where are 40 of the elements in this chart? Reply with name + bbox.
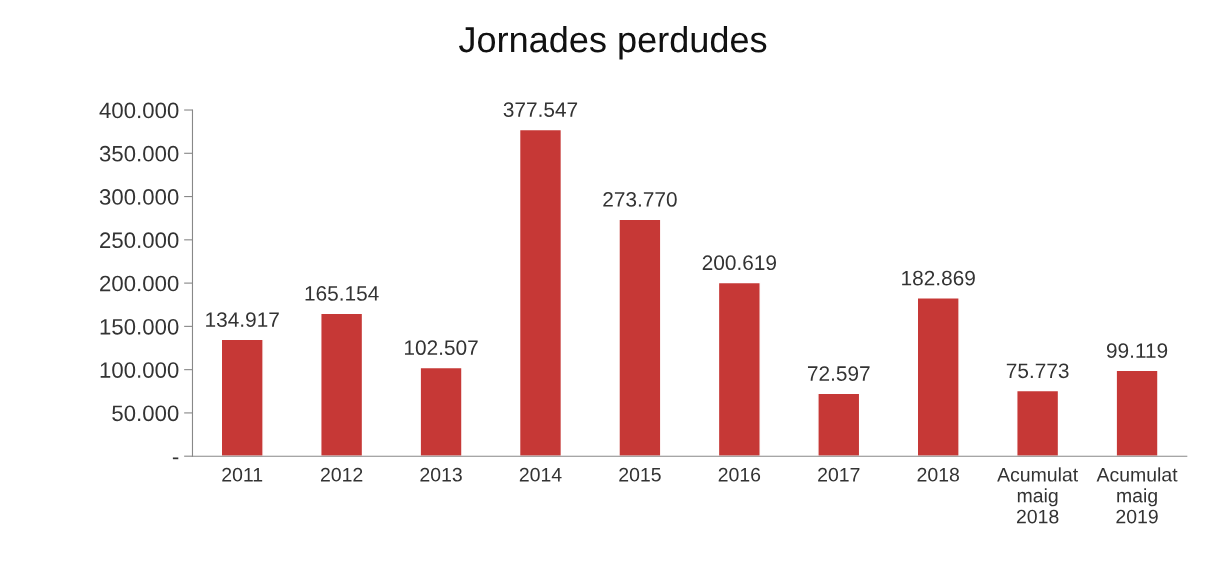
y-tick-label: 150.000 xyxy=(100,318,179,335)
x-tick-label: 2016 xyxy=(718,467,761,482)
x-tick-label: Acumulat maig 2019 xyxy=(1096,467,1178,524)
x-tick-label: 2012 xyxy=(320,467,363,482)
bar xyxy=(1115,369,1159,457)
data-label: 200.619 xyxy=(702,255,777,271)
y-tick-label: 250.000 xyxy=(100,232,179,249)
x-tick-label: 2011 xyxy=(222,467,263,482)
bar xyxy=(717,281,761,457)
y-tick-label: 100.000 xyxy=(100,362,179,378)
x-tick-label: 2014 xyxy=(519,467,562,482)
data-label: 182.869 xyxy=(902,270,975,286)
y-tick-label: 300.000 xyxy=(99,189,179,205)
data-label: 134.917 xyxy=(206,312,279,327)
y-tick-label: 50.000 xyxy=(112,405,179,422)
bar xyxy=(518,128,563,457)
chart-title: Jornades perdudes xyxy=(458,25,767,60)
bar xyxy=(618,218,662,457)
bar xyxy=(817,392,861,457)
y-tick-label: 400.000 xyxy=(99,102,179,119)
data-label: 165.154 xyxy=(305,286,379,301)
data-label: 75.773 xyxy=(1006,363,1069,379)
x-tick-label: 2013 xyxy=(420,467,462,482)
x-tick-label: 2018 xyxy=(917,467,959,482)
y-tick-label: - xyxy=(172,457,179,460)
data-label: 102.507 xyxy=(404,340,478,356)
x-tick-label: Acumulat maig 2018 xyxy=(997,467,1079,524)
data-label: 72.597 xyxy=(807,366,870,381)
y-tick-label: 350.000 xyxy=(99,145,179,162)
bar xyxy=(220,338,264,457)
bar xyxy=(916,297,960,457)
data-label: 99.119 xyxy=(1106,343,1168,358)
bar xyxy=(419,366,463,457)
bar xyxy=(1016,389,1060,457)
y-tick-label: 200.000 xyxy=(100,275,179,292)
data-label: 273.770 xyxy=(603,192,677,207)
x-tick-label: 2017 xyxy=(818,467,860,482)
x-tick-label: 2015 xyxy=(619,467,661,482)
bar xyxy=(320,312,364,457)
data-label: 377.547 xyxy=(503,102,578,117)
